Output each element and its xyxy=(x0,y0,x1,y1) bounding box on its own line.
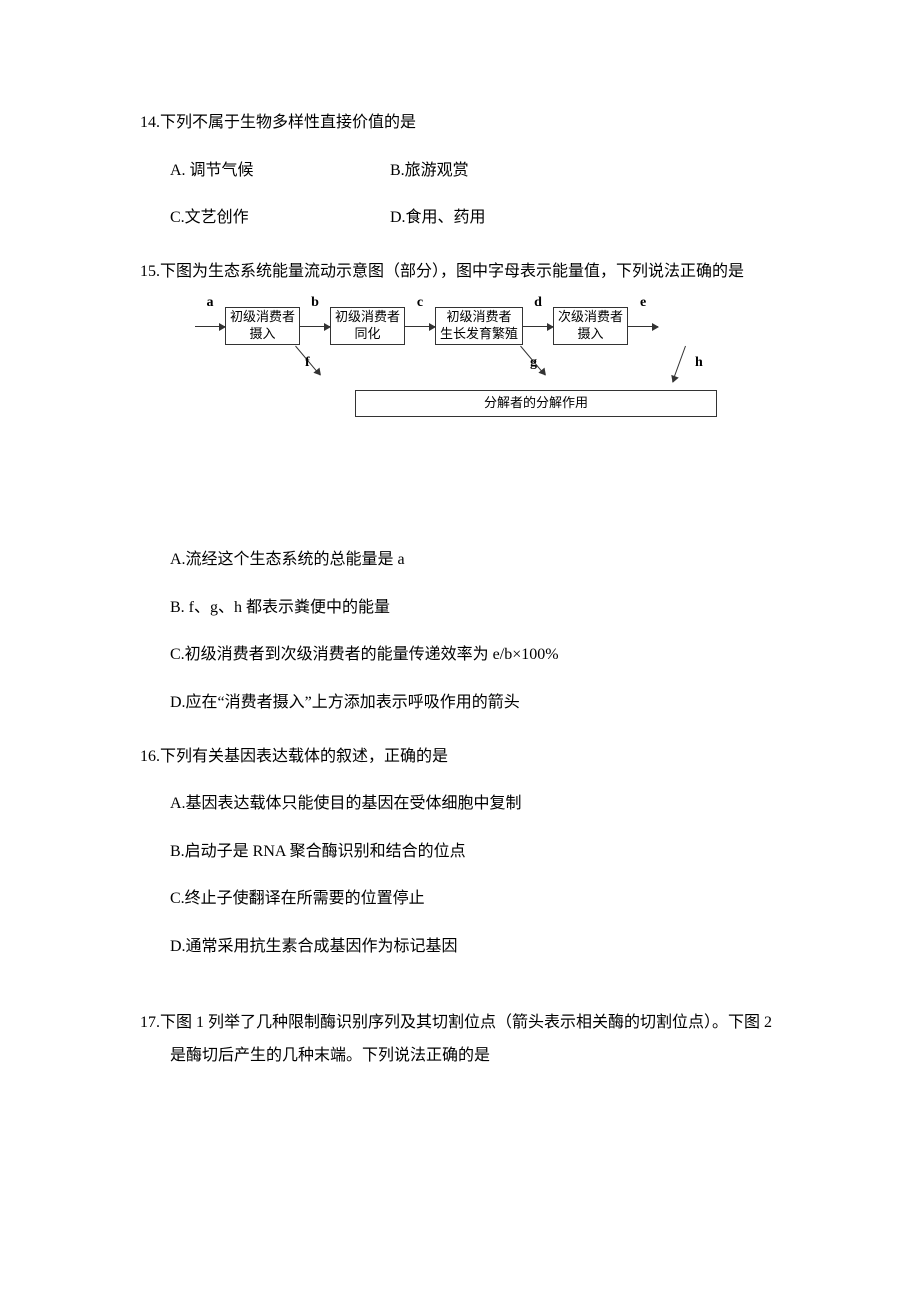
node4-l2: 摄入 xyxy=(558,326,623,343)
node-primary-assimilate: 初级消费者 同化 xyxy=(330,307,405,345)
node2-l1: 初级消费者 xyxy=(335,309,400,326)
arrow-a-label: a xyxy=(207,292,214,314)
q14-opt-c: C.文艺创作 xyxy=(170,205,390,231)
q16-stem: 16.下列有关基因表达载体的叙述，正确的是 xyxy=(140,744,780,770)
node1-l2: 摄入 xyxy=(230,326,295,343)
arrow-h-line xyxy=(672,346,686,382)
arrow-d: d xyxy=(523,306,553,346)
q17-line2: 是酶切后产生的几种末端。下列说法正确的是 xyxy=(140,1043,780,1069)
q15-opt-c: C.初级消费者到次级消费者的能量传递效率为 e/b×100% xyxy=(140,642,780,668)
q15-diagonal-arrows: f g h xyxy=(195,346,725,390)
arrow-f-label: f xyxy=(305,352,310,374)
q15-diagram-row: a 初级消费者 摄入 b 初级消费者 同化 c xyxy=(195,306,725,346)
arrow-c-label: c xyxy=(417,292,423,314)
q14-opt-d: D.食用、药用 xyxy=(390,205,610,231)
node-primary-intake: 初级消费者 摄入 xyxy=(225,307,300,345)
q17-line1: 17.下图 1 列举了几种限制酶识别序列及其切割位点（箭头表示相关酶的切割位点）… xyxy=(140,1010,780,1036)
q15-diagram: a 初级消费者 摄入 b 初级消费者 同化 c xyxy=(195,306,725,417)
node1-l1: 初级消费者 xyxy=(230,309,295,326)
q16-opt-a: A.基因表达载体只能使目的基因在受体细胞中复制 xyxy=(140,791,780,817)
arrow-a: a xyxy=(195,306,225,346)
arrow-e: e xyxy=(628,306,658,346)
node3-l1: 初级消费者 xyxy=(440,309,518,326)
q14-stem: 14.下列不属于生物多样性直接价值的是 xyxy=(140,110,780,136)
arrow-e-label: e xyxy=(640,292,646,314)
q16-opt-b: B.启动子是 RNA 聚合酶识别和结合的位点 xyxy=(140,839,780,865)
question-15: 15.下图为生态系统能量流动示意图（部分），图中字母表示能量值，下列说法正确的是… xyxy=(140,259,780,716)
q15-opt-a: A.流经这个生态系统的总能量是 a xyxy=(140,547,780,573)
q16-opt-c: C.终止子使翻译在所需要的位置停止 xyxy=(140,886,780,912)
arrow-g-label: g xyxy=(530,352,537,374)
q16-opt-d: D.通常采用抗生素合成基因作为标记基因 xyxy=(140,934,780,960)
question-17: 17.下图 1 列举了几种限制酶识别序列及其切割位点（箭头表示相关酶的切割位点）… xyxy=(140,1010,780,1069)
q15-stem: 15.下图为生态系统能量流动示意图（部分），图中字母表示能量值，下列说法正确的是 xyxy=(140,259,780,285)
q14-options-row2: C.文艺创作 D.食用、药用 xyxy=(140,205,780,231)
node-decomposer: 分解者的分解作用 xyxy=(355,390,717,417)
q15-opt-d: D.应在“消费者摄入”上方添加表示呼吸作用的箭头 xyxy=(140,690,780,716)
question-16: 16.下列有关基因表达载体的叙述，正确的是 A.基因表达载体只能使目的基因在受体… xyxy=(140,744,780,960)
arrow-b-label: b xyxy=(311,292,319,314)
q14-options-row1: A. 调节气候 B.旅游观赏 xyxy=(140,158,780,184)
node4-l1: 次级消费者 xyxy=(558,309,623,326)
node-secondary-intake: 次级消费者 摄入 xyxy=(553,307,628,345)
arrow-h-label: h xyxy=(695,352,703,374)
q14-opt-a: A. 调节气候 xyxy=(170,158,390,184)
question-14: 14.下列不属于生物多样性直接价值的是 A. 调节气候 B.旅游观赏 C.文艺创… xyxy=(140,110,780,231)
q15-opt-b: B. f、g、h 都表示粪便中的能量 xyxy=(140,595,780,621)
node3-l2: 生长发育繁殖 xyxy=(440,326,518,343)
node2-l2: 同化 xyxy=(335,326,400,343)
arrow-d-label: d xyxy=(534,292,542,314)
q14-opt-b: B.旅游观赏 xyxy=(390,158,610,184)
arrow-c: c xyxy=(405,306,435,346)
node-primary-growth: 初级消费者 生长发育繁殖 xyxy=(435,307,523,345)
arrow-b: b xyxy=(300,306,330,346)
